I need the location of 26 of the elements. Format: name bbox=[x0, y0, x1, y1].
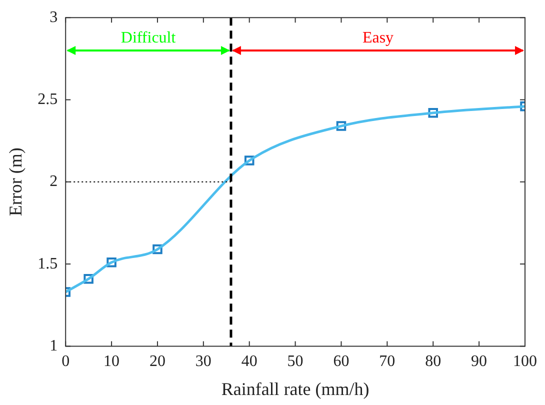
point bbox=[336, 121, 346, 131]
x-tick-label: 60 bbox=[333, 353, 350, 370]
y-tick-label: 1 bbox=[50, 337, 58, 354]
y-tick-label: 3 bbox=[50, 8, 58, 26]
x-tick-label: 20 bbox=[149, 353, 166, 370]
x-tick-label: 50 bbox=[287, 353, 304, 370]
x-tick-label: 100 bbox=[513, 353, 537, 370]
point bbox=[84, 274, 94, 284]
x-tick-label: 30 bbox=[195, 353, 212, 370]
point bbox=[428, 108, 438, 118]
y-tick-label: 2.5 bbox=[38, 90, 58, 108]
annotation: Difficult bbox=[120, 30, 176, 47]
x-axis-title: Rainfall rate (mm/h) bbox=[221, 378, 370, 399]
x-tick-label: 0 bbox=[62, 353, 70, 370]
y-tick-label: 2 bbox=[50, 173, 58, 190]
point bbox=[244, 156, 254, 166]
y-tick-label: 1.5 bbox=[38, 255, 58, 272]
x-tick-label: 70 bbox=[379, 353, 396, 370]
point bbox=[106, 258, 116, 268]
annotation: Easy bbox=[362, 30, 394, 47]
x-tick-label: 40 bbox=[241, 353, 258, 370]
x-tick-label: 90 bbox=[471, 353, 488, 370]
x-tick-label: 80 bbox=[425, 353, 442, 370]
x-tick-label: 10 bbox=[104, 353, 120, 370]
point bbox=[152, 244, 162, 254]
y-axis-title: Error (m) bbox=[6, 148, 26, 216]
